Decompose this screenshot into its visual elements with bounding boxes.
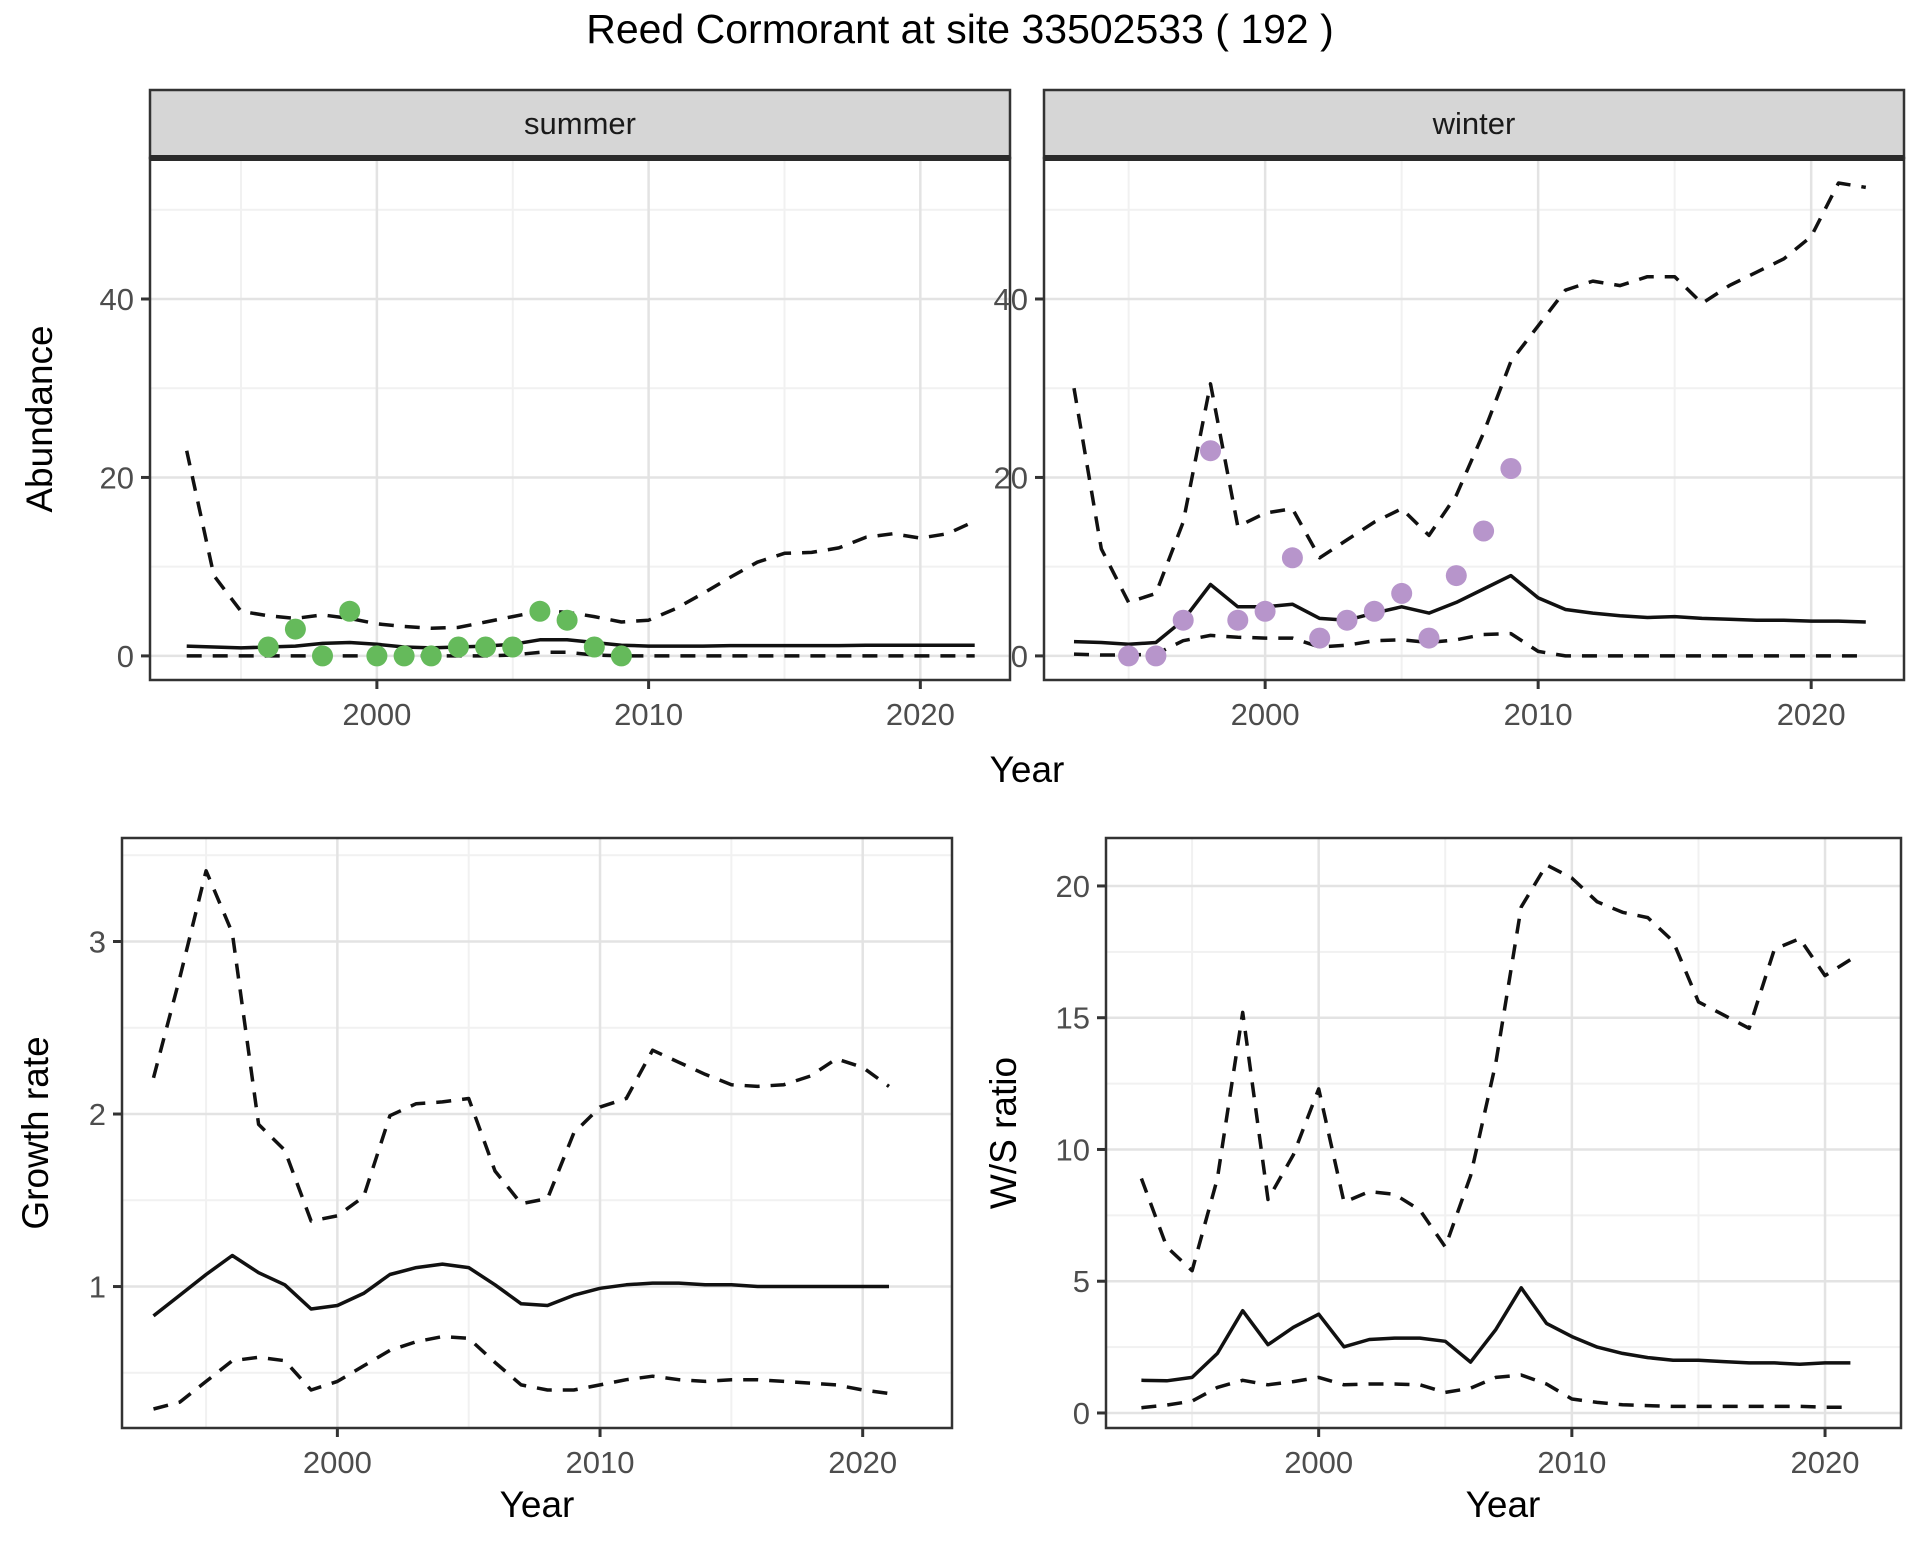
y-tick-label: 3	[89, 925, 106, 960]
data-point	[1227, 609, 1249, 631]
data-point	[1391, 582, 1413, 604]
summer-counts	[257, 600, 632, 667]
data-point	[1473, 520, 1495, 542]
x-axis-title-year-top: Year	[989, 749, 1065, 790]
x-tick-label: 2000	[1231, 697, 1300, 732]
y-tick-label: 0	[117, 639, 134, 674]
y-axis-title-abundance: Abundance	[19, 325, 60, 513]
data-point	[556, 609, 578, 631]
x-axis-title-year-ws: Year	[1465, 1484, 1541, 1525]
panel-ws-ratio: 2000 2010 2020 0 5 10 15 20	[1056, 836, 1903, 1480]
x-tick-label: 2010	[1537, 1445, 1606, 1480]
x-axis-title-year-growth: Year	[499, 1484, 575, 1525]
x-tick-label: 2010	[566, 1445, 635, 1480]
x-tick-label: 2000	[1284, 1445, 1353, 1480]
data-point	[1445, 565, 1467, 587]
data-point	[1336, 609, 1358, 631]
y-axis-title-ws-ratio: W/S ratio	[983, 1056, 1024, 1210]
y-tick-label: 40	[100, 282, 134, 317]
series-lower-95ci	[1141, 1373, 1851, 1410]
series-upper-95ci	[1072, 181, 1867, 605]
x-tick-label: 2020	[886, 697, 955, 732]
data-point	[284, 618, 306, 640]
y-tick-label: 20	[994, 460, 1028, 495]
panel-abundance-summer: 2000 2010 2020 0 20 40	[100, 88, 1012, 732]
data-point	[257, 636, 279, 658]
y-tick-label: 0	[1011, 639, 1028, 674]
y-tick-label: 1	[89, 1270, 106, 1305]
panel-growth-rate: 2000 2010 2020 1 2 3	[89, 836, 954, 1480]
facet-strip-label-summer: summer	[524, 106, 636, 141]
facet-strip-label-winter: winter	[1432, 106, 1516, 141]
y-tick-label: 40	[994, 282, 1028, 317]
series-estimate	[152, 1253, 889, 1318]
data-point	[1363, 600, 1385, 622]
data-point	[1500, 458, 1522, 479]
chart-title: Reed Cormorant at site 33502533 ( 192 )	[586, 6, 1334, 52]
y-tick-label: 15	[1056, 1001, 1090, 1036]
y-axis-title-growth-rate: Growth rate	[15, 1036, 56, 1230]
panel-abundance-winter: 2000 2010 2020 0 20 40	[994, 88, 1906, 732]
data-point	[1309, 627, 1331, 649]
facet-strip	[1042, 88, 1906, 160]
series-lower-95ci	[1073, 631, 1866, 658]
series-lower-95ci	[153, 1334, 890, 1411]
data-point	[366, 645, 388, 667]
y-tick-label: 20	[1056, 869, 1090, 904]
data-point	[475, 636, 497, 658]
data-point	[583, 636, 605, 658]
x-tick-label: 2010	[614, 697, 683, 732]
data-point	[1145, 645, 1167, 667]
y-tick-label: 0	[1073, 1396, 1090, 1431]
data-point	[1281, 547, 1303, 569]
data-point	[447, 636, 469, 658]
series-estimate	[186, 638, 975, 650]
y-tick-label: 20	[100, 460, 134, 495]
x-tick-label: 2020	[828, 1445, 897, 1480]
data-point	[1200, 440, 1221, 462]
data-point	[1254, 600, 1276, 622]
data-point	[1172, 609, 1194, 631]
x-tick-label: 2020	[1777, 697, 1846, 732]
x-tick-label: 2020	[1791, 1445, 1860, 1480]
x-tick-label: 2000	[303, 1445, 372, 1480]
data-point	[502, 636, 524, 658]
data-point	[312, 645, 333, 667]
winter-counts	[1118, 440, 1522, 667]
data-point	[420, 645, 442, 667]
y-tick-label: 10	[1056, 1132, 1090, 1167]
series-upper-95ci	[1139, 863, 1852, 1273]
x-tick-label: 2010	[1504, 697, 1573, 732]
data-point	[1118, 645, 1140, 667]
y-tick-label: 5	[1073, 1264, 1090, 1299]
data-point	[529, 600, 551, 622]
data-point	[393, 645, 415, 667]
x-tick-label: 2000	[342, 697, 411, 732]
data-point	[339, 600, 361, 622]
data-point	[610, 645, 632, 667]
series-estimate	[1073, 573, 1866, 647]
data-point	[1418, 627, 1440, 649]
y-tick-label: 2	[89, 1097, 106, 1132]
series-estimate	[1141, 1286, 1851, 1383]
series-upper-95ci	[151, 869, 891, 1223]
